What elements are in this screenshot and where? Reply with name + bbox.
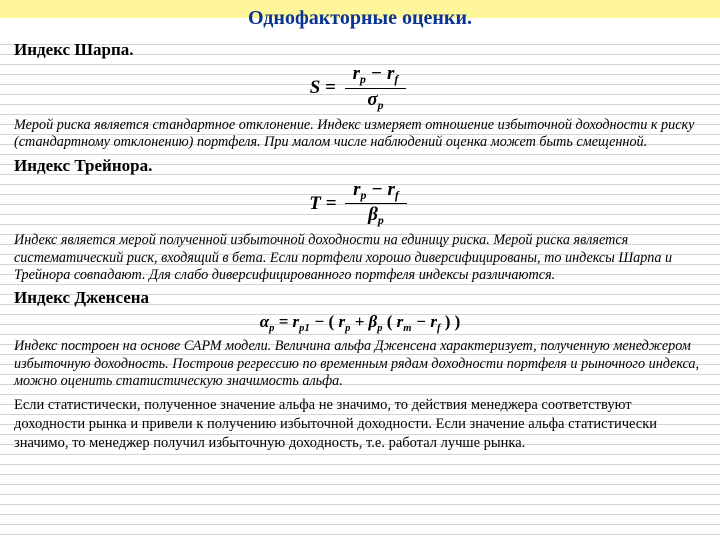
jensen-formula: αp = rp1 − ( rp + βp ( rm − rf ) ) (14, 312, 706, 334)
slide: Однофакторные оценки. Индекс Шарпа. S = … (0, 0, 720, 540)
treynor-numerator: rp − rf (345, 180, 407, 205)
jensen-conclusion: Если статистически, полученное значение … (14, 396, 706, 453)
title-bar: Однофакторные оценки. (0, 0, 720, 36)
treynor-fraction: rp − rf βp (345, 180, 407, 229)
sharpe-S: S (310, 77, 321, 98)
sharpe-text: Мерой риска является стандартное отклоне… (14, 117, 706, 152)
treynor-T: T (309, 192, 321, 213)
sharpe-denominator: σp (345, 89, 407, 113)
sharpe-fraction: rp − rf σp (345, 64, 407, 113)
jensen-heading: Индекс Дженсена (14, 288, 706, 308)
equals-sign: = (326, 192, 342, 213)
treynor-denominator: βp (345, 204, 407, 228)
treynor-text: Индекс является мерой полученной избыточ… (14, 232, 706, 284)
equals-sign: = (325, 77, 341, 98)
page-title: Однофакторные оценки. (248, 7, 472, 30)
treynor-formula: T = rp − rf βp (14, 180, 706, 229)
sharpe-formula: S = rp − rf σp (14, 64, 706, 113)
treynor-heading: Индекс Трейнора. (14, 156, 706, 176)
jensen-text: Индекс построен на основе САРМ модели. В… (14, 338, 706, 390)
sharpe-heading: Индекс Шарпа. (14, 40, 706, 60)
sharpe-numerator: rp − rf (345, 64, 407, 89)
